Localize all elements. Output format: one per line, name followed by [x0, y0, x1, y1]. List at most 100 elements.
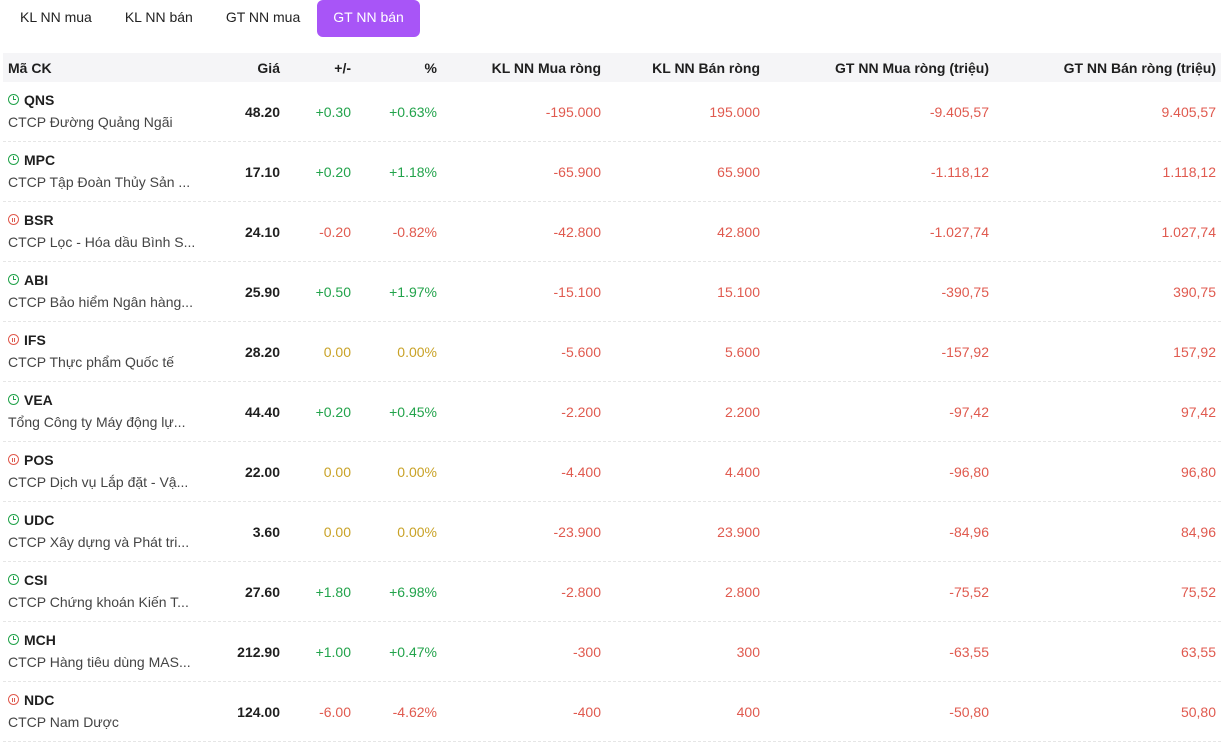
gt-sell-cell: 84,96	[1180, 523, 1216, 540]
col-header-price[interactable]: Giá	[257, 59, 280, 76]
clock-icon	[8, 94, 19, 105]
gt-buy-cell: -390,75	[941, 283, 989, 300]
kl-buy-cell: -42.800	[553, 223, 601, 240]
stock-symbol[interactable]: UDC	[24, 511, 55, 528]
stock-symbol[interactable]: IFS	[24, 331, 46, 348]
gt-buy-cell: -75,52	[949, 583, 989, 600]
table-row[interactable]: NDC CTCP Nam Dược 124.00 -6.00 -4.62% -400 400…	[3, 682, 1221, 742]
kl-buy-cell: -2.800	[561, 583, 601, 600]
kl-sell-cell: 42.800	[717, 223, 760, 240]
gt-sell-cell: 390,75	[1173, 283, 1216, 300]
price-cell: 24.10	[244, 223, 280, 240]
table-row[interactable]: IFS CTCP Thực phẩm Quốc tế 28.20 0.00 0.00% -…	[3, 322, 1221, 382]
table-row[interactable]: MCH CTCP Hàng tiêu dùng MAS... 212.90 +1.00…	[3, 622, 1221, 682]
table-row[interactable]: UDC CTCP Xây dựng và Phát tri... 3.60 0.00 0…	[3, 502, 1221, 562]
percent-cell: +0.47%	[389, 643, 437, 660]
pause-icon	[8, 334, 19, 345]
company-name: CTCP Dịch vụ Lắp đặt - Vậ...	[8, 473, 189, 490]
company-name: CTCP Chứng khoán Kiến T...	[8, 593, 189, 610]
symbol-cell[interactable]: MPC CTCP Tập Đoàn Thủy Sản ...	[8, 151, 208, 190]
price-cell: 27.60	[244, 583, 280, 600]
gt-sell-cell: 50,80	[1180, 703, 1216, 720]
col-header-kl-buy[interactable]: KL NN Mua ròng	[491, 59, 601, 76]
stock-symbol[interactable]: CSI	[24, 571, 48, 588]
symbol-cell[interactable]: NDC CTCP Nam Dược	[8, 691, 208, 730]
table-row[interactable]: ABI CTCP Bảo hiểm Ngân hàng... 25.90 +0.50 +…	[3, 262, 1221, 322]
table-header: Mã CK Giá +/- % KL NN Mua ròng KL NN Bán…	[3, 53, 1221, 82]
symbol-cell[interactable]: IFS CTCP Thực phẩm Quốc tế	[8, 331, 208, 370]
pause-icon	[8, 694, 19, 705]
col-header-symbol[interactable]: Mã CK	[8, 59, 52, 76]
kl-sell-cell: 2.800	[724, 583, 760, 600]
tab-gt-nn-mua[interactable]: GT NN mua	[225, 9, 301, 25]
price-cell: 3.60	[252, 523, 280, 540]
company-name: CTCP Hàng tiêu dùng MAS...	[8, 653, 191, 670]
percent-cell: +0.63%	[389, 103, 437, 120]
symbol-cell[interactable]: QNS CTCP Đường Quảng Ngãi	[8, 91, 208, 130]
kl-sell-cell: 4.400	[724, 463, 760, 480]
percent-cell: +1.97%	[389, 283, 437, 300]
price-cell: 212.90	[237, 643, 280, 660]
change-cell: +0.50	[315, 283, 351, 300]
foreign-trading-table: Mã CK Giá +/- % KL NN Mua ròng KL NN Bán…	[3, 53, 1221, 742]
symbol-cell[interactable]: BSR CTCP Lọc - Hóa dầu Bình S...	[8, 211, 208, 250]
stock-symbol[interactable]: VEA	[24, 391, 53, 408]
kl-buy-cell: -195.000	[545, 103, 601, 120]
symbol-cell[interactable]: MCH CTCP Hàng tiêu dùng MAS...	[8, 631, 208, 670]
pause-icon	[8, 214, 19, 225]
tab-kl-nn-mua[interactable]: KL NN mua	[20, 9, 92, 25]
stock-symbol[interactable]: BSR	[24, 211, 54, 228]
gt-buy-cell: -9.405,57	[929, 103, 989, 120]
table-row[interactable]: MPC CTCP Tập Đoàn Thủy Sản ... 17.10 +0.20 +…	[3, 142, 1221, 202]
company-name: CTCP Nam Dược	[8, 713, 119, 730]
kl-buy-cell: -5.600	[561, 343, 601, 360]
pause-icon	[8, 454, 19, 465]
price-cell: 22.00	[244, 463, 280, 480]
kl-sell-cell: 15.100	[717, 283, 760, 300]
symbol-cell[interactable]: UDC CTCP Xây dựng và Phát tri...	[8, 511, 208, 550]
stock-symbol[interactable]: NDC	[24, 691, 55, 708]
kl-sell-cell: 195.000	[709, 103, 760, 120]
gt-sell-cell: 9.405,57	[1161, 103, 1217, 120]
stock-symbol[interactable]: MCH	[24, 631, 56, 648]
stock-symbol[interactable]: MPC	[24, 151, 56, 168]
change-cell: +1.80	[315, 583, 351, 600]
table-row[interactable]: POS CTCP Dịch vụ Lắp đặt - Vậ... 22.00 0.00…	[3, 442, 1221, 502]
kl-buy-cell: -4.400	[561, 463, 601, 480]
gt-buy-cell: -96,80	[949, 463, 989, 480]
gt-buy-cell: -63,55	[949, 643, 989, 660]
symbol-cell[interactable]: CSI CTCP Chứng khoán Kiến T...	[8, 571, 208, 610]
change-cell: -0.20	[319, 223, 351, 240]
table-row[interactable]: BSR CTCP Lọc - Hóa dầu Bình S... 24.10 -0.2…	[3, 202, 1221, 262]
table-row[interactable]: VEA Tổng Công ty Máy động lự... 44.40 +0.20…	[3, 382, 1221, 442]
symbol-cell[interactable]: ABI CTCP Bảo hiểm Ngân hàng...	[8, 271, 208, 310]
col-header-gt-buy[interactable]: GT NN Mua ròng (triệu)	[835, 59, 989, 76]
col-header-percent[interactable]: %	[424, 59, 437, 76]
tab-bar: KL NN mua KL NN bán GT NN mua GT NN bán	[4, 0, 421, 37]
percent-cell: +1.18%	[389, 163, 437, 180]
stock-symbol[interactable]: POS	[24, 451, 54, 468]
kl-sell-cell: 5.600	[724, 343, 760, 360]
table-row[interactable]: QNS CTCP Đường Quảng Ngãi 48.20 +0.30 +0.63%…	[3, 82, 1221, 142]
percent-cell: 0.00%	[397, 523, 437, 540]
col-header-kl-sell[interactable]: KL NN Bán ròng	[652, 59, 760, 76]
kl-buy-cell: -65.900	[553, 163, 601, 180]
stock-symbol[interactable]: QNS	[24, 91, 55, 108]
price-cell: 28.20	[244, 343, 280, 360]
change-cell: 0.00	[323, 523, 351, 540]
price-cell: 25.90	[244, 283, 280, 300]
change-cell: +0.20	[315, 403, 351, 420]
company-name: Tổng Công ty Máy động lự...	[8, 413, 186, 430]
gt-buy-cell: -1.027,74	[929, 223, 989, 240]
col-header-gt-sell[interactable]: GT NN Bán ròng (triệu)	[1063, 59, 1216, 76]
symbol-cell[interactable]: VEA Tổng Công ty Máy động lự...	[8, 391, 208, 430]
tab-gt-nn-ban[interactable]: GT NN bán	[317, 0, 420, 37]
company-name: CTCP Tập Đoàn Thủy Sản ...	[8, 173, 191, 190]
tab-kl-nn-ban[interactable]: KL NN bán	[124, 9, 193, 25]
company-name: CTCP Lọc - Hóa dầu Bình S...	[8, 233, 196, 250]
stock-symbol[interactable]: ABI	[24, 271, 49, 288]
table-row[interactable]: CSI CTCP Chứng khoán Kiến T... 27.60 +1.80 +…	[3, 562, 1221, 622]
symbol-cell[interactable]: POS CTCP Dịch vụ Lắp đặt - Vậ...	[8, 451, 208, 490]
col-header-change[interactable]: +/-	[334, 59, 351, 76]
company-name: CTCP Đường Quảng Ngãi	[8, 113, 173, 130]
